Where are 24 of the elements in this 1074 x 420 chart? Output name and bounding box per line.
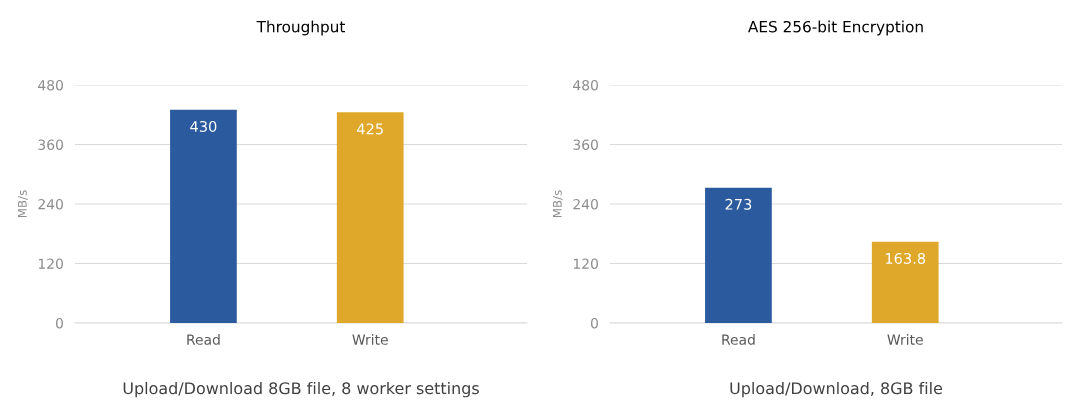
text: Upload/Download 8GB file, 8 worker settings — [123, 381, 479, 398]
y-tick-label: 240 — [38, 198, 63, 210]
data-label: 163.8 — [885, 252, 926, 264]
y-tick-label: 360 — [573, 139, 598, 150]
y-tick-label: 480 — [573, 79, 598, 91]
x-tick-label: Write — [887, 334, 923, 345]
y-tick-label: 360 — [38, 139, 63, 150]
data-label: 425 — [357, 123, 383, 135]
chart-title: AES 256-bit Encryption — [748, 20, 923, 36]
y-tick-label: 0 — [55, 317, 63, 329]
y-tick-label: 120 — [38, 258, 63, 269]
y-axis-title: MB/s — [552, 190, 563, 218]
y-tick-label: 0 — [590, 317, 598, 329]
x-tick-label: Write — [352, 334, 388, 345]
x-tick-label: Read — [722, 334, 755, 345]
x-tick-label: Read — [187, 334, 220, 345]
y-tick-label: 120 — [573, 258, 598, 269]
data-label: 273 — [725, 198, 752, 210]
y-tick-label: 240 — [573, 198, 598, 210]
data-label: 430 — [190, 120, 217, 132]
text: Upload/Download, 8GB file — [730, 381, 943, 398]
chart-title: Throughput — [256, 20, 345, 36]
y-tick-label: 480 — [38, 79, 63, 91]
y-axis-title: MB/s — [17, 190, 28, 218]
